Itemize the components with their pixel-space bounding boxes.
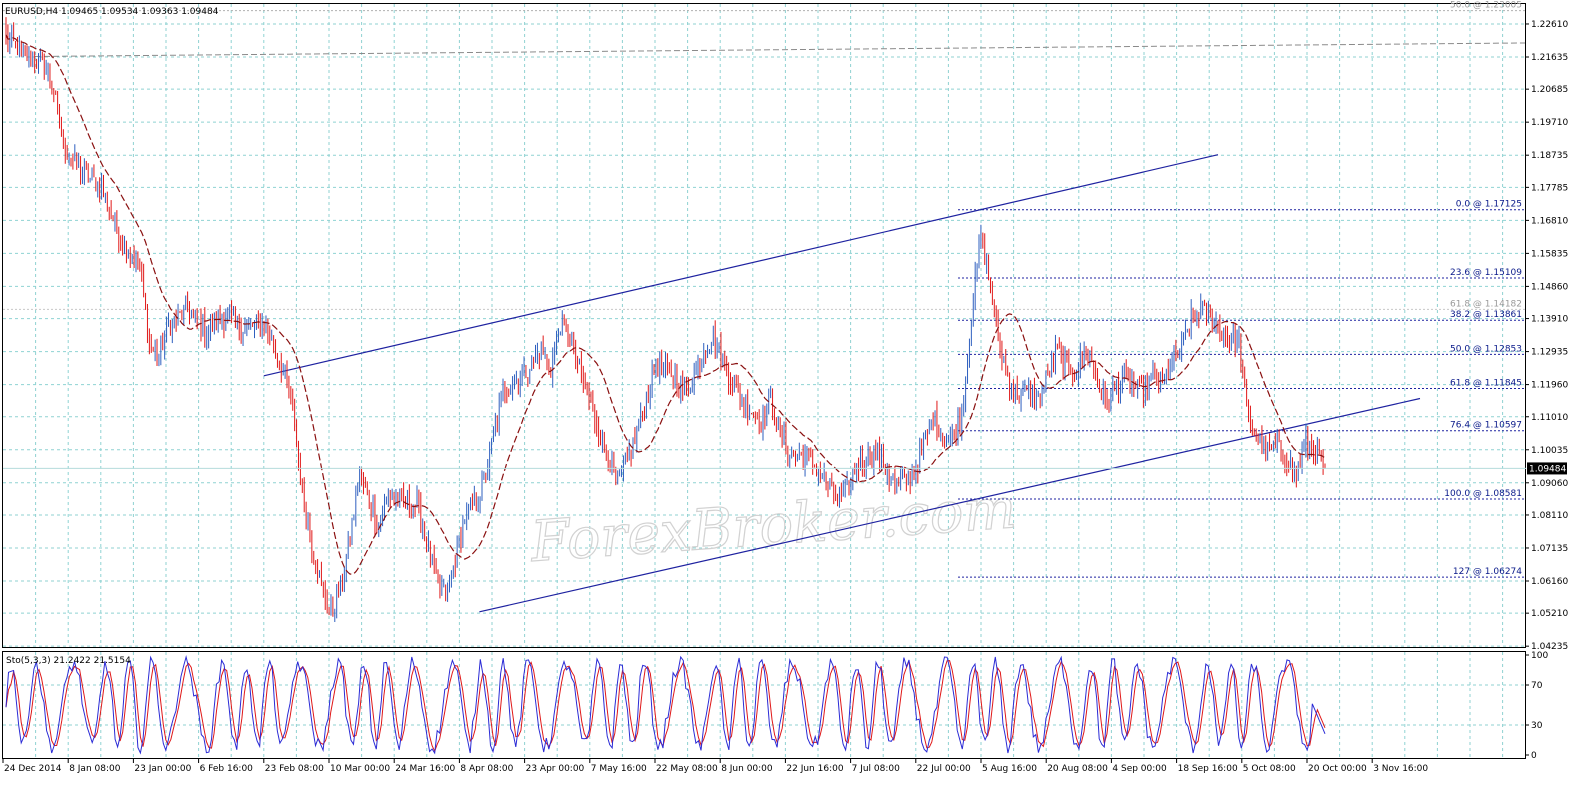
time-tick-label: 7 Jul 08:00: [852, 764, 901, 774]
time-tick-label: 23 Jan 00:00: [134, 764, 191, 774]
time-tick-label: 6 Feb 16:00: [200, 764, 254, 774]
stochastic-tick-label: 30: [1531, 721, 1543, 731]
time-tick-label: 8 Jan 08:00: [69, 764, 121, 774]
price-tick-label: 1.09060: [1531, 479, 1568, 489]
stochastic-main-line: [5, 655, 1326, 755]
time-tick-label: 22 Jun 16:00: [786, 764, 843, 774]
price-tick-label: 1.22610: [1531, 20, 1568, 30]
ma-line: [5, 34, 1326, 575]
time-tick-label: 23 Feb 08:00: [265, 764, 324, 774]
time-tick-label: 24 Mar 16:00: [395, 764, 455, 774]
time-tick-label: 5 Aug 16:00: [982, 764, 1037, 774]
fib-level-label: 100.0 @ 1.08581: [1444, 489, 1522, 499]
fib-level-label: 0.0 @ 1.17125: [1456, 200, 1522, 210]
time-tick-label: 24 Dec 2014: [4, 764, 62, 774]
fib-level-label: 127 @ 1.06274: [1453, 567, 1522, 577]
stochastic-axis: 100 70 30 0: [1525, 651, 1548, 761]
time-tick-label: 18 Sep 16:00: [1178, 764, 1238, 774]
price-tick-label: 1.11010: [1531, 413, 1568, 423]
price-tick-label: 1.20685: [1531, 85, 1568, 95]
time-tick-label: 10 Mar 00:00: [330, 764, 390, 774]
fib-level-label: 61.8 @ 1.11845: [1450, 378, 1522, 388]
price-tick-label: 1.16810: [1531, 216, 1568, 226]
fib-level-label: 50.0 @ 1.12853: [1450, 344, 1522, 354]
price-tick-label: 1.19710: [1531, 118, 1568, 128]
stochastic-lines[interactable]: [5, 655, 1326, 755]
fibonacci-levels[interactable]: 0.0 @ 1.17125 23.6 @ 1.15109 38.2 @ 1.1386…: [3, 1, 1525, 578]
time-axis: 24 Dec 2014 8 Jan 08:00 23 Jan 00:00 6 Feb …: [2, 759, 1428, 774]
time-tick-label: 3 Nov 16:00: [1373, 764, 1428, 774]
stochastic-title: Sto(5,3,3) 21.2422 21.5154: [6, 656, 131, 666]
stochastic-tick-label: 0: [1531, 751, 1537, 761]
chart-title: EURUSD,H4 1.09465 1.09534 1.09363 1.0948…: [5, 7, 219, 17]
time-tick-label: 20 Aug 08:00: [1047, 764, 1108, 774]
fib-level-label: 23.6 @ 1.15109: [1450, 268, 1522, 278]
time-tick-label: 23 Apr 00:00: [526, 764, 585, 774]
price-tick-label: 1.06160: [1531, 577, 1568, 587]
time-tick-label: 20 Oct 00:00: [1308, 764, 1367, 774]
price-tick-label: 1.04235: [1531, 642, 1568, 652]
price-axis: 1.22610 1.21635 1.20685 1.19710 1.18735 1.177…: [1525, 20, 1568, 652]
stochastic-tick-label: 70: [1531, 681, 1543, 691]
time-tick-label: 22 Jul 00:00: [917, 764, 971, 774]
time-tick-label: 5 Oct 08:00: [1243, 764, 1296, 774]
stochastic-tick-label: 100: [1531, 651, 1548, 661]
price-tick-label: 1.05210: [1531, 609, 1568, 619]
price-tick-label: 1.10035: [1531, 446, 1568, 456]
price-tick-label: 1.15835: [1531, 249, 1568, 259]
time-tick-label: 22 May 08:00: [656, 764, 718, 774]
channel-line-upper[interactable]: [263, 154, 1219, 377]
current-price-value: 1.09484: [1529, 464, 1566, 474]
price-tick-label: 1.21635: [1531, 53, 1568, 63]
time-tick-label: 4 Sep 00:00: [1112, 764, 1167, 774]
price-tick-label: 1.17785: [1531, 183, 1568, 193]
current-price-tag: 1.09484: [1527, 462, 1567, 475]
fib-level-label: 38.2 @ 1.13861: [1450, 310, 1522, 320]
price-tick-label: 1.18735: [1531, 151, 1568, 161]
grey-moving-average: [34, 42, 1526, 57]
fib-level-label: 50.0 @ 1.23005: [1450, 1, 1522, 11]
time-tick-label: 8 Apr 08:00: [460, 764, 513, 774]
price-channel[interactable]: [263, 154, 1421, 613]
time-tick-label: 7 May 16:00: [591, 764, 647, 774]
price-tick-label: 1.12935: [1531, 348, 1568, 358]
price-tick-label: 1.14860: [1531, 282, 1568, 292]
time-tick-label: 8 Jun 00:00: [721, 764, 773, 774]
channel-line-lower[interactable]: [479, 397, 1421, 613]
price-tick-label: 1.07135: [1531, 544, 1568, 554]
fib-level-label: 61.8 @ 1.14182: [1450, 299, 1522, 309]
price-tick-label: 1.11960: [1531, 381, 1568, 391]
fib-level-label: 76.4 @ 1.10597: [1450, 421, 1522, 431]
price-tick-label: 1.08110: [1531, 511, 1568, 521]
red-moving-average: [5, 34, 1326, 575]
price-tick-label: 1.13910: [1531, 315, 1568, 325]
